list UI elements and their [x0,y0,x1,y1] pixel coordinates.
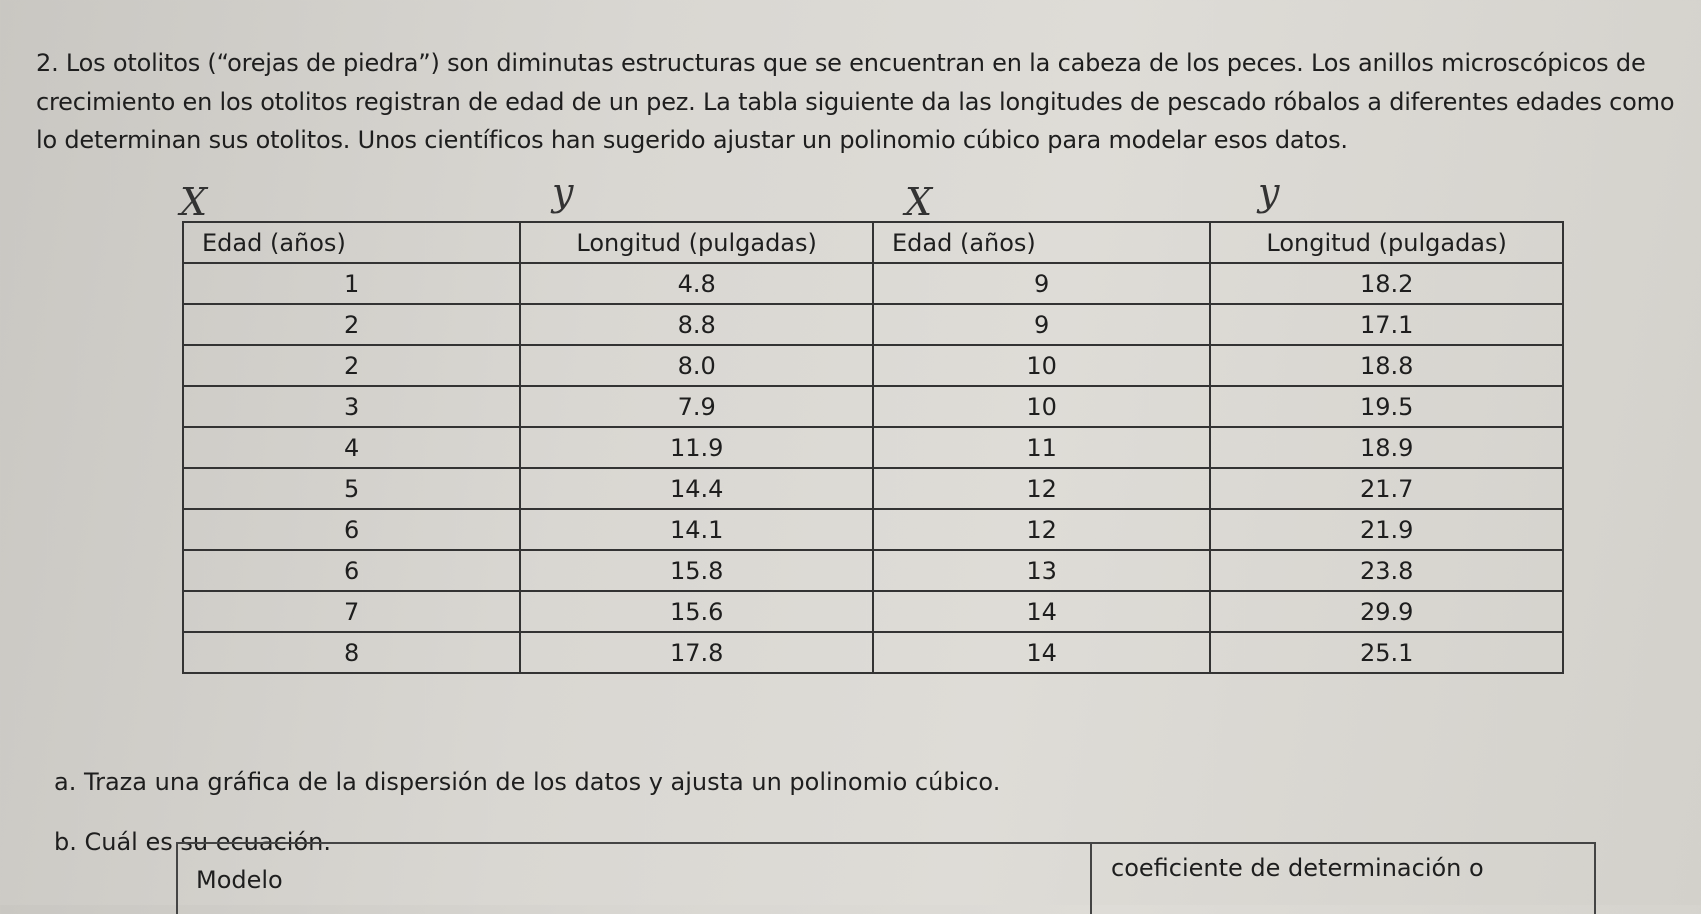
age-cell: 9 [871,262,1212,305]
header-age: Edad (años) [181,221,522,264]
table-row: 3 7.9 10 19.5 [181,385,1564,428]
header-length: Longitud (pulgadas) [1209,221,1564,264]
length-cell: 14.4 [519,467,874,510]
age-cell: 8 [181,631,522,674]
length-cell: 21.9 [1209,508,1564,551]
length-cell: 8.8 [519,303,874,346]
age-cell: 5 [181,467,522,510]
table-row: 8 17.8 14 25.1 [181,631,1564,674]
age-cell: 7 [181,590,522,633]
table-row: 4 11.9 11 18.9 [181,426,1564,469]
length-cell: 15.6 [519,590,874,633]
length-cell: 23.8 [1209,549,1564,592]
length-cell: 15.8 [519,549,874,592]
age-cell: 13 [871,549,1212,592]
length-cell: 8.0 [519,344,874,387]
age-cell: 9 [871,303,1212,346]
length-cell: 29.9 [1209,590,1564,633]
question-a: a. Traza una gráfica de la dispersión de… [54,768,1001,796]
model-table: Modelo coeficiente de determinación o [176,842,1596,914]
length-cell: 21.7 [1209,467,1564,510]
age-cell: 6 [181,508,522,551]
length-cell: 18.8 [1209,344,1564,387]
table-row: 2 8.8 9 17.1 [181,303,1564,346]
problem-statement: 2. Los otolitos (“orejas de piedra”) son… [36,49,1675,154]
age-cell: 14 [871,631,1212,674]
model-column [176,844,1092,914]
length-cell: 19.5 [1209,385,1564,428]
age-cell: 10 [871,385,1212,428]
age-cell: 14 [871,590,1212,633]
age-cell: 12 [871,467,1212,510]
header-age: Edad (años) [871,221,1212,264]
age-cell: 3 [181,385,522,428]
length-cell: 18.9 [1209,426,1564,469]
table-edge [1594,844,1596,914]
age-cell: 6 [181,549,522,592]
table-row: 2 8.0 10 18.8 [181,344,1564,387]
table-row: 1 4.8 9 18.2 [181,262,1564,305]
length-cell: 17.8 [519,631,874,674]
model-header: Modelo [196,866,283,894]
table-row: 5 14.4 12 21.7 [181,467,1564,510]
handwritten-y-annotation: y [1258,170,1280,214]
age-cell: 10 [871,344,1212,387]
length-cell: 18.2 [1209,262,1564,305]
fish-length-table: Edad (años) Longitud (pulgadas) Edad (añ… [181,221,1564,674]
age-cell: 12 [871,508,1212,551]
r-squared-header: coeficiente de determinación o [1111,854,1484,882]
table-row: 7 15.6 14 29.9 [181,590,1564,633]
age-cell: 2 [181,303,522,346]
handwritten-x-annotation: X [180,180,208,224]
age-cell: 1 [181,262,522,305]
age-cell: 2 [181,344,522,387]
length-cell: 25.1 [1209,631,1564,674]
handwritten-x-annotation: X [905,180,933,224]
age-cell: 4 [181,426,522,469]
header-length: Longitud (pulgadas) [519,221,874,264]
length-cell: 7.9 [519,385,874,428]
length-cell: 17.1 [1209,303,1564,346]
handwritten-y-annotation: y [552,170,574,214]
table-header-row: Edad (años) Longitud (pulgadas) Edad (añ… [181,221,1564,264]
length-cell: 14.1 [519,508,874,551]
table-row: 6 14.1 12 21.9 [181,508,1564,551]
length-cell: 4.8 [519,262,874,305]
age-cell: 11 [871,426,1212,469]
length-cell: 11.9 [519,426,874,469]
table-row: 6 15.8 13 23.8 [181,549,1564,592]
